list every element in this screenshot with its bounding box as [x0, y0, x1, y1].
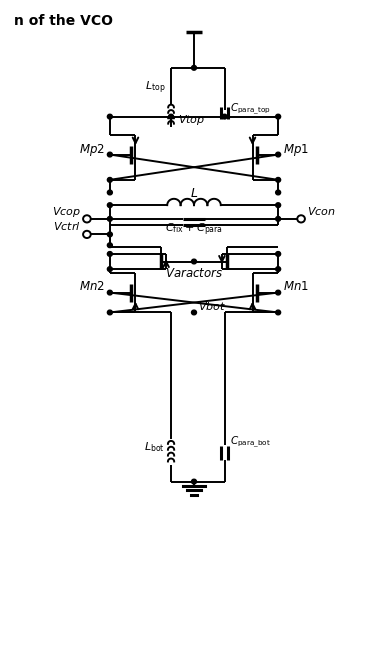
Circle shape: [275, 290, 281, 295]
Circle shape: [275, 203, 281, 207]
Text: $L_{\rm bot}$: $L_{\rm bot}$: [144, 440, 165, 453]
Circle shape: [107, 178, 113, 182]
Circle shape: [275, 310, 281, 315]
Circle shape: [107, 152, 113, 157]
Circle shape: [275, 152, 281, 157]
Text: $Vtop$: $Vtop$: [178, 113, 206, 127]
Text: $Mn1$: $Mn1$: [283, 279, 309, 293]
Circle shape: [275, 216, 281, 221]
Text: $Vctrl$: $Vctrl$: [54, 220, 81, 232]
Circle shape: [192, 66, 196, 70]
Circle shape: [275, 114, 281, 119]
Circle shape: [107, 290, 113, 295]
Circle shape: [83, 231, 91, 238]
Circle shape: [107, 216, 113, 221]
Circle shape: [107, 232, 113, 237]
Text: $Vcon$: $Vcon$: [307, 205, 336, 217]
Text: $C_{\rm para\_bot}$: $C_{\rm para\_bot}$: [230, 435, 272, 450]
Circle shape: [83, 215, 91, 222]
Circle shape: [107, 190, 113, 195]
Circle shape: [275, 178, 281, 182]
Circle shape: [107, 251, 113, 256]
Circle shape: [107, 267, 113, 272]
Circle shape: [192, 310, 196, 315]
Text: $L_{\rm top}$: $L_{\rm top}$: [145, 80, 165, 96]
Text: $Vbot$: $Vbot$: [198, 300, 226, 312]
Circle shape: [222, 114, 227, 119]
Circle shape: [275, 267, 281, 272]
Circle shape: [297, 215, 305, 222]
Text: $C_{\rm fix}+C_{\rm para}$: $C_{\rm fix}+C_{\rm para}$: [165, 221, 223, 237]
Circle shape: [107, 114, 113, 119]
Circle shape: [275, 190, 281, 195]
Text: n of the VCO: n of the VCO: [14, 14, 113, 28]
Text: $Mn2$: $Mn2$: [79, 279, 105, 293]
Text: $C_{\rm para\_top}$: $C_{\rm para\_top}$: [230, 102, 271, 117]
Circle shape: [192, 480, 196, 484]
Circle shape: [192, 259, 196, 264]
Text: $Mp1$: $Mp1$: [283, 142, 309, 157]
Text: $L$: $L$: [190, 187, 198, 200]
Text: $Mp2$: $Mp2$: [79, 142, 105, 157]
Text: $Varactors$: $Varactors$: [165, 267, 223, 279]
Circle shape: [275, 251, 281, 256]
Circle shape: [168, 114, 173, 119]
Circle shape: [107, 243, 113, 247]
Text: $Vcop$: $Vcop$: [52, 205, 81, 219]
Circle shape: [107, 203, 113, 207]
Circle shape: [107, 310, 113, 315]
